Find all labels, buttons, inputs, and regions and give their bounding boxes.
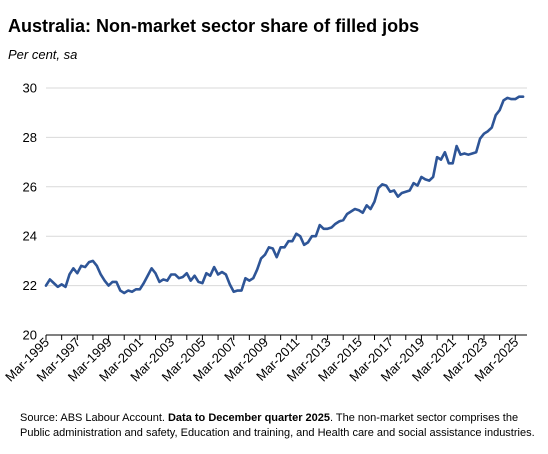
y-tick-label: 20 [23,328,37,343]
series-line-0 [44,95,525,295]
gridlines [46,87,527,287]
chart-title: Australia: Non-market sector share of fi… [8,16,420,36]
series-group [44,95,525,295]
axes [45,334,527,340]
source-note: Source: ABS Labour Account. Data to Dece… [20,411,545,441]
source-note-prefix: Source: ABS Labour Account. [20,412,168,424]
source-note-bold: Data to December quarter 2025 [167,412,330,424]
y-tick-label: 28 [23,130,37,145]
source-note-suffix: . The non-market sector comprises the Pu… [20,412,535,439]
chart-subtitle: Per cent, sa [8,47,78,62]
y-tick-label: 26 [23,179,37,194]
y-tick-label: 24 [23,229,37,244]
x-tick-labels: Mar-1995Mar-1997Mar-1999Mar-2001Mar-2003… [2,335,521,385]
y-tick-label: 30 [23,81,37,96]
y-tick-labels: 20 22 24 26 28 30 [23,81,37,343]
y-tick-label: 22 [23,278,37,293]
